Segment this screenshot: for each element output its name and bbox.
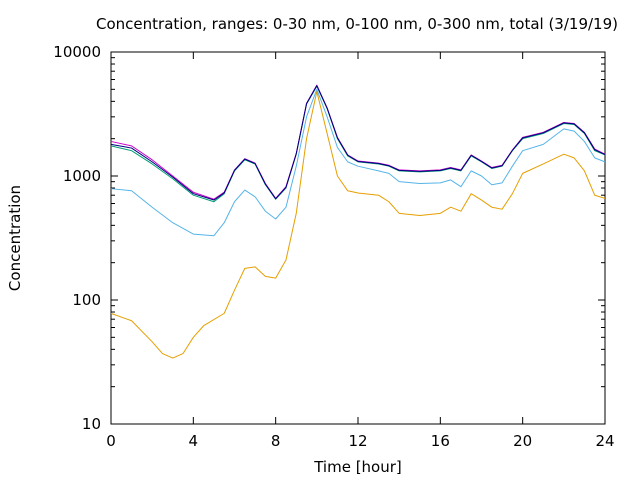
series-3 — [110, 85, 606, 203]
series-line — [110, 85, 606, 201]
x-axis-label: Time [hour] — [313, 458, 402, 476]
x-tick-label: 8 — [271, 432, 281, 450]
series-group — [110, 84, 606, 359]
x-tick-label: 4 — [189, 432, 199, 450]
x-tick-label: 20 — [513, 432, 532, 450]
y-tick-label: 10 — [82, 415, 101, 433]
x-tick-label: 12 — [348, 432, 367, 450]
series-2 — [110, 88, 606, 237]
y-tick-label: 100 — [72, 291, 101, 309]
plot-frame — [110, 51, 606, 425]
x-tick-label: 0 — [106, 432, 116, 450]
series-line — [110, 88, 606, 237]
x-axis: 0 4 8 12 16 20 24 — [106, 52, 615, 450]
x-tick-label: 16 — [431, 432, 450, 450]
y-tick-label: 1000 — [63, 167, 101, 185]
chart-title: Concentration, ranges: 0-30 nm, 0-100 nm… — [96, 15, 618, 33]
series-1 — [110, 91, 606, 359]
series-4 — [110, 84, 606, 200]
series-line — [110, 85, 606, 203]
y-tick-label: 10000 — [53, 43, 101, 61]
x-tick-label: 24 — [595, 432, 614, 450]
series-line — [110, 91, 606, 359]
y-axis-label: Concentration — [6, 185, 24, 291]
series-5 — [110, 85, 606, 201]
series-line — [110, 84, 606, 200]
y-axis: 10 100 1000 10000 — [53, 43, 605, 433]
